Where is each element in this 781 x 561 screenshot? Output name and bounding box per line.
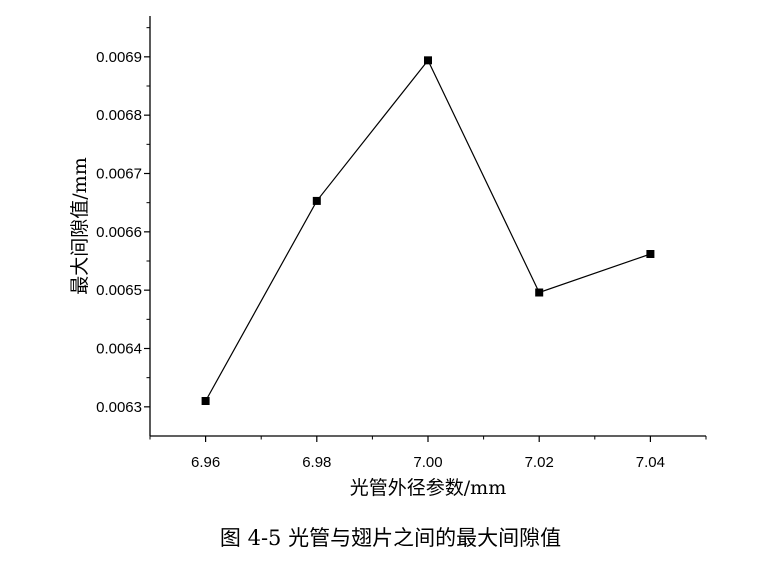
y-tick-label: 0.0067 [96,166,142,183]
y-tick-label: 0.0064 [96,341,142,358]
x-tick-label: 7.04 [636,454,665,471]
y-axis-label: 最大间隙值/mm [69,157,91,294]
y-tick-label: 0.0063 [96,399,142,416]
x-tick-label: 6.98 [302,454,331,471]
x-axis-label: 光管外径参数/mm [350,477,506,499]
chart: 6.96 6.98 7.00 7.02 7.04 0.0063 0.0064 0.0065 0.… [69,16,707,499]
axes [149,16,706,437]
y-tick-label: 0.0069 [96,49,142,66]
x-tick-label: 7.02 [525,454,554,471]
series-line [201,56,655,405]
data-point [201,397,210,405]
data-point [312,196,321,205]
y-tick-label: 0.0068 [96,107,142,124]
data-point [646,250,655,258]
ticks: 6.96 6.98 7.00 7.02 7.04 0.0063 0.0064 0.0065 0.… [96,27,707,471]
data-point [424,56,432,65]
figure-caption: 图 4-5 光管与翅片之间的最大间隙值 [219,526,562,550]
x-tick-label: 6.96 [191,454,220,471]
series-line-path [205,59,651,402]
y-tick-label: 0.0065 [96,282,142,299]
x-tick-label: 7.00 [413,454,442,471]
data-point [535,288,544,297]
y-tick-label: 0.0066 [96,224,142,241]
